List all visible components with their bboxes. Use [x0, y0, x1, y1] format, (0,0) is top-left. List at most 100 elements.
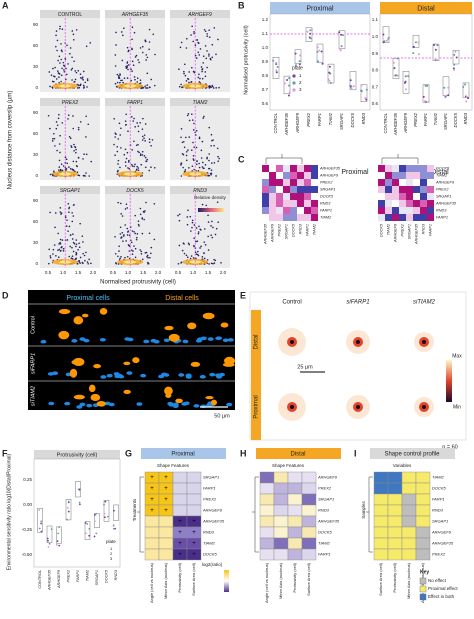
cell-dot	[136, 77, 139, 80]
x-tick-label: 2.0	[220, 270, 227, 275]
y-tick-label: 60	[33, 219, 39, 224]
heatmap-cell	[311, 179, 318, 186]
cell-dot	[124, 208, 127, 210]
box	[283, 75, 291, 95]
row-label: ARHGEF9	[431, 530, 452, 535]
cell-dot	[215, 53, 217, 56]
cell-dot	[125, 157, 128, 160]
heatmap-cell	[297, 172, 304, 179]
cell	[202, 312, 215, 320]
cell-dot	[55, 34, 57, 37]
cell-dot	[202, 167, 205, 170]
replicate-dot	[47, 539, 49, 542]
cell-dot	[209, 172, 212, 175]
nucleus	[158, 374, 165, 379]
cell-dot	[195, 227, 198, 229]
facet-strip	[105, 98, 165, 106]
legend-swatch	[292, 81, 296, 85]
y-tick-label: 1.0	[372, 34, 379, 39]
cell-dot	[75, 148, 77, 151]
heatmap-cell	[301, 493, 317, 506]
box	[462, 82, 470, 98]
cell-dot	[53, 244, 56, 246]
panel-letter: I	[354, 448, 357, 458]
x-tick-label: 1.0	[190, 270, 197, 275]
nucleus	[209, 372, 216, 377]
significance-mark: +	[150, 475, 154, 481]
heatmap-cell	[399, 172, 406, 179]
replicate-dot	[283, 82, 286, 85]
cell-dot	[86, 261, 89, 263]
scale-label: 50 µm	[214, 413, 230, 419]
cell-dot	[82, 70, 85, 73]
cell-dot	[206, 33, 208, 35]
col-label: ARHGEF9	[394, 223, 398, 243]
cell-dot	[59, 28, 61, 30]
col-label: PREX2	[278, 223, 282, 236]
heatmap-cell	[413, 165, 420, 172]
cell-dot	[131, 48, 133, 51]
cell-dot	[57, 256, 60, 259]
cell-dot	[141, 150, 144, 153]
facet-title: PREX2	[62, 100, 79, 106]
box	[338, 30, 346, 49]
row-label: TIAM2	[320, 216, 332, 220]
cell-dot	[56, 124, 59, 127]
cell-dot	[57, 59, 59, 62]
heatmap-cell	[158, 515, 174, 528]
y-tick-label: 0.8	[262, 73, 269, 78]
x-tick-label: 0.5	[45, 270, 52, 275]
cell-dot	[69, 168, 72, 170]
cell	[93, 364, 102, 369]
facet-strip	[170, 10, 230, 18]
heatmap-cell	[276, 207, 283, 214]
replicate-dot	[328, 79, 331, 82]
cell-dot	[177, 214, 179, 217]
cell-dot	[187, 242, 190, 245]
cell-dot	[206, 35, 209, 37]
replicate-dot	[93, 535, 96, 538]
cell-dot	[180, 128, 183, 130]
cell-dot	[192, 154, 195, 157]
cell-dot	[55, 127, 58, 130]
cell-dot	[178, 68, 180, 71]
column-label: Surface Area (cell)	[378, 562, 383, 596]
row-label: TIAM2	[436, 174, 448, 178]
cell-dot	[212, 226, 214, 229]
cell-dot	[117, 138, 120, 140]
cell-dot	[126, 46, 129, 49]
heatmap-cell	[273, 526, 289, 539]
heatmap-cell	[259, 548, 275, 561]
replicate-dot	[387, 36, 390, 39]
cell-dot	[134, 163, 136, 166]
cell-dot	[132, 250, 134, 252]
row-label: RND3	[318, 508, 330, 513]
facet-panel	[40, 106, 100, 180]
cell-dot	[73, 149, 75, 152]
replicate-dot	[38, 527, 41, 530]
cell-dot	[195, 129, 198, 132]
cell-dot	[122, 34, 124, 37]
heatmap-cell	[399, 193, 406, 200]
x-tick-label: PREX2	[67, 569, 71, 582]
scale-label: 25 µm	[297, 364, 313, 370]
cell-dot	[178, 213, 181, 216]
cell-dot	[133, 165, 135, 168]
cell-dot	[50, 74, 53, 77]
cell-dot	[58, 169, 60, 171]
cell-dot	[145, 160, 148, 163]
cell	[164, 325, 174, 331]
facet-strip	[105, 10, 165, 18]
heatmap-cell	[172, 504, 188, 517]
cell-dot	[63, 65, 66, 67]
cell-centre	[290, 340, 294, 344]
heatmap-cell	[301, 482, 317, 495]
replicate-dot	[93, 514, 96, 516]
cell-dot	[185, 37, 188, 40]
cell-dot	[120, 147, 122, 149]
col-label: FARP1	[306, 224, 310, 236]
cell-dot	[195, 57, 198, 59]
heatmap-cell	[427, 207, 434, 214]
cell-dot	[85, 115, 87, 118]
